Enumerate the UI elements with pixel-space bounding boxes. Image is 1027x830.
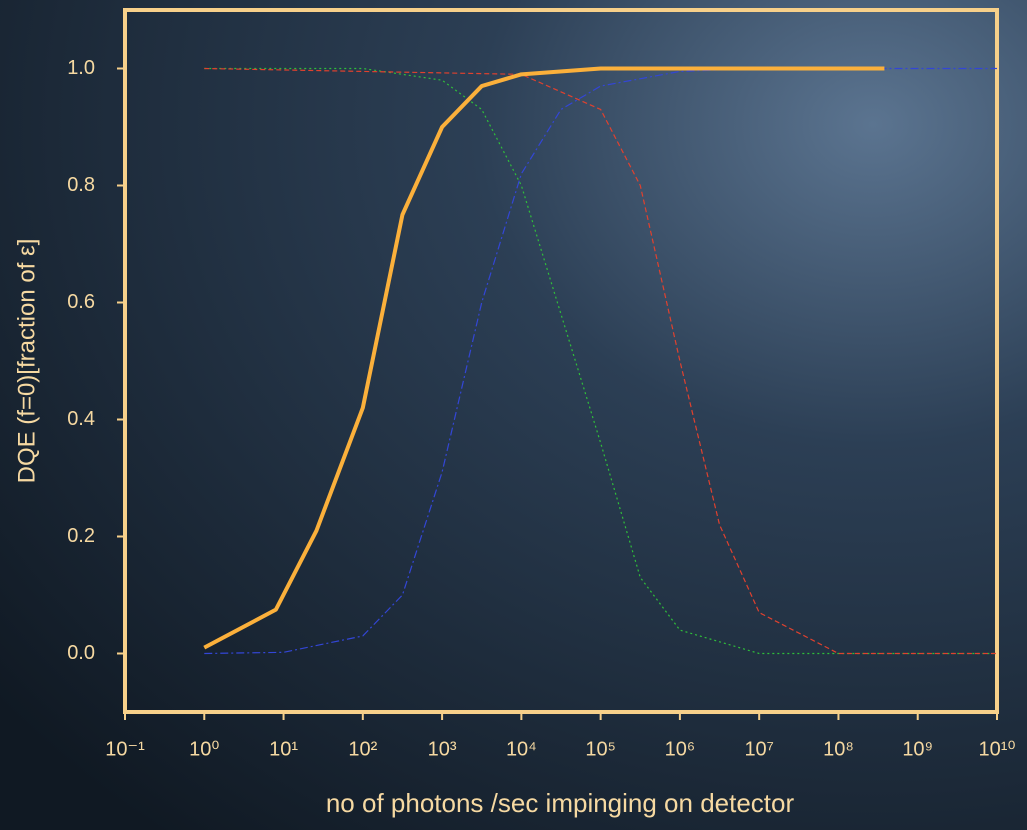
x-tick-label: 10¹ [269, 738, 298, 760]
y-tick-label: 0.8 [67, 174, 95, 196]
x-tick-label: 10⁶ [665, 738, 695, 760]
y-tick-label: 0.2 [67, 525, 95, 547]
x-axis-label: no of photons /sec impinging on detector [326, 788, 795, 818]
x-tick-label: 10¹⁰ [979, 738, 1016, 760]
x-tick-label: 10⁹ [902, 738, 933, 760]
background [0, 0, 1027, 830]
y-tick-label: 0.0 [67, 642, 95, 664]
y-tick-label: 0.6 [67, 291, 95, 313]
chart: no of photons /sec impinging on detector… [0, 0, 1027, 830]
x-tick-label: 10⁷ [744, 738, 773, 760]
x-tick-label: 10⁵ [585, 738, 616, 760]
page: {"chart_data": {"type": "line", "x_label… [0, 0, 1027, 830]
x-tick-label: 10⁴ [506, 738, 537, 760]
y-axis-label: DQE (f=0)[fraction of ε] [13, 239, 40, 484]
x-tick-label: 10³ [428, 738, 457, 760]
x-tick-label: 10⁻¹ [105, 738, 145, 760]
x-tick-label: 10⁰ [189, 738, 219, 760]
y-tick-label: 0.4 [67, 408, 95, 430]
x-tick-label: 10⁸ [823, 738, 854, 760]
y-tick-label: 1.0 [67, 57, 95, 79]
x-tick-label: 10² [348, 738, 377, 760]
